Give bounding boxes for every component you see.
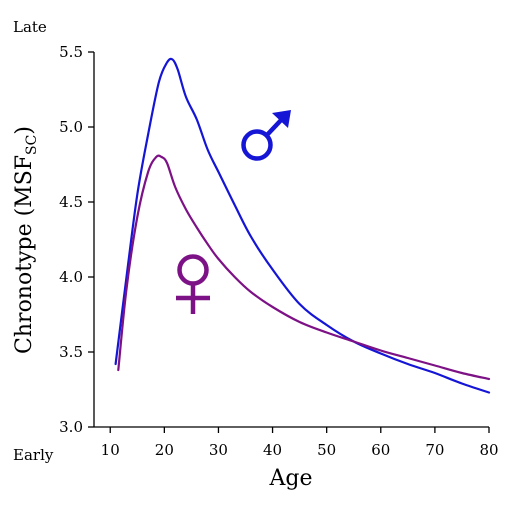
female-series-line bbox=[117, 154, 491, 381]
x-tick-label: 20 bbox=[155, 441, 174, 459]
y-axis-title: Chronotype (MSFSC) bbox=[12, 126, 40, 354]
y-ticks: 3.0 3.5 4.0 4.5 5.0 5.5 bbox=[59, 43, 94, 436]
y-tick-label: 4.0 bbox=[59, 268, 83, 286]
x-tick-label: 10 bbox=[101, 441, 120, 459]
x-tick-label: 80 bbox=[479, 441, 498, 459]
y-tick-label: 3.0 bbox=[59, 418, 83, 436]
chart-axes bbox=[93, 52, 489, 428]
x-ticks: 10 20 30 40 50 60 70 80 bbox=[101, 427, 499, 459]
x-tick-label: 30 bbox=[209, 441, 228, 459]
y-tick-label: 5.5 bbox=[59, 43, 83, 61]
x-tick-label: 50 bbox=[317, 441, 336, 459]
y-tick-label: 3.5 bbox=[59, 343, 83, 361]
early-label: Early bbox=[13, 446, 54, 464]
male-symbol-icon bbox=[241, 110, 291, 161]
y-axis-title-subscript: SC bbox=[24, 135, 40, 155]
male-series-line bbox=[114, 57, 491, 394]
y-tick-label: 4.5 bbox=[59, 193, 83, 211]
x-axis-title: Age bbox=[269, 466, 313, 491]
late-label: Late bbox=[13, 18, 47, 36]
series-lines bbox=[114, 57, 491, 394]
y-axis-title-close: ) bbox=[12, 126, 37, 135]
x-tick-label: 70 bbox=[425, 441, 444, 459]
y-tick-label: 5.0 bbox=[59, 118, 83, 136]
x-tick-label: 40 bbox=[263, 441, 282, 459]
y-axis-title-main: Chronotype (MSF bbox=[12, 155, 37, 354]
x-tick-label: 60 bbox=[371, 441, 390, 459]
female-symbol-icon bbox=[176, 254, 210, 314]
